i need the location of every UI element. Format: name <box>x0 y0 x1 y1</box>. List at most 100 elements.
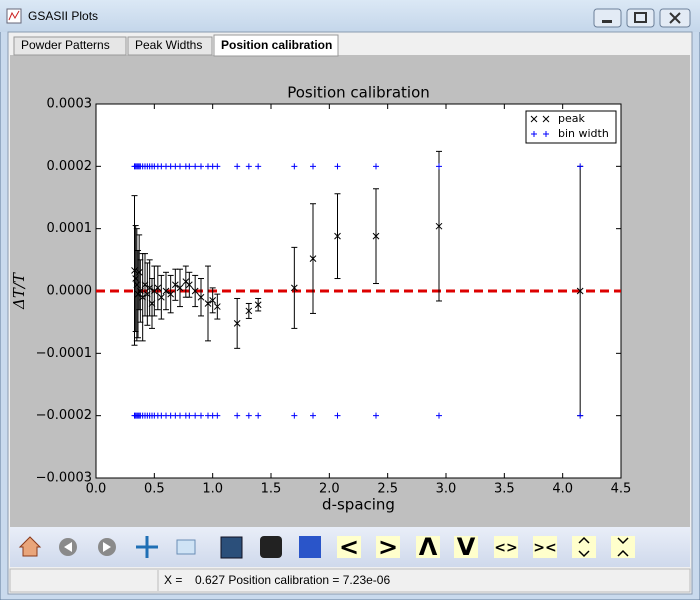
home-button[interactable] <box>18 536 42 557</box>
peak-marker <box>197 293 205 301</box>
legend <box>525 110 617 144</box>
help-button[interactable] <box>299 536 321 558</box>
bin-width-marker <box>214 412 221 419</box>
toolbar-button[interactable]: > <box>376 533 400 561</box>
marker-glyph <box>176 284 184 292</box>
key-button[interactable] <box>260 536 282 558</box>
bin-width-marker <box>577 163 584 170</box>
marker-glyph <box>543 131 549 137</box>
marker-glyph <box>192 412 199 419</box>
toolbar-button-bg <box>337 536 361 558</box>
title-bar <box>0 0 700 32</box>
toolbar-button-bg <box>454 536 478 558</box>
toolbar-button[interactable]: V <box>454 533 478 561</box>
bin-width-marker <box>436 412 442 419</box>
tab-background <box>127 36 213 56</box>
y-tick-label: 0.0003 <box>47 97 93 112</box>
bin-width-marker <box>186 412 193 419</box>
marker-glyph <box>373 163 379 170</box>
toolbar-button[interactable]: >< <box>533 536 557 558</box>
window-title: GSASII Plots <box>28 9 98 23</box>
marker-glyph <box>214 163 221 170</box>
bin-width-marker <box>214 163 221 170</box>
configure-button[interactable] <box>176 539 196 555</box>
tab[interactable]: Position calibration <box>213 34 339 57</box>
marker-glyph <box>310 163 316 170</box>
save-button[interactable] <box>220 536 243 559</box>
x-tick-label: 0.5 <box>144 482 165 497</box>
bin-width-marker <box>177 412 183 419</box>
close-icon <box>669 12 681 24</box>
peak-marker <box>245 307 253 315</box>
bin-width-marker <box>255 163 262 170</box>
legend-marker <box>530 115 538 123</box>
tab[interactable]: Peak Widths <box>127 36 213 56</box>
bin-width-marker <box>310 163 316 170</box>
bin-width-marker <box>334 163 341 170</box>
marker-glyph <box>436 412 442 419</box>
bin-width-marker <box>291 412 298 419</box>
marker-glyph <box>245 412 252 419</box>
marker-glyph <box>436 163 442 170</box>
bin-width-marker <box>186 163 193 170</box>
bin-width-marker <box>577 412 584 419</box>
bin-width-marker <box>310 412 316 419</box>
window-buttons[interactable] <box>593 8 691 28</box>
toolbar-button[interactable]: Λ <box>416 533 440 561</box>
peak-marker <box>167 290 175 298</box>
back-arrow <box>64 542 72 552</box>
peak-marker <box>204 300 212 307</box>
marker-glyph <box>204 300 212 307</box>
y-tick-label: 0.0002 <box>47 159 93 174</box>
peak-marker <box>154 284 162 292</box>
peak-marker <box>157 293 165 301</box>
marker-glyph <box>542 115 550 123</box>
x-tick-label: 1.5 <box>261 482 282 497</box>
peak-marker <box>372 232 380 240</box>
marker-glyph <box>234 163 241 170</box>
marker-glyph <box>245 163 252 170</box>
toolbar-button[interactable] <box>572 536 596 558</box>
x-tick-label: 3.5 <box>494 482 515 497</box>
legend-label: peak <box>558 112 585 125</box>
toolbar-button[interactable]: < <box>337 533 361 561</box>
tab-label: Powder Patterns <box>21 38 110 52</box>
peak-marker <box>233 320 241 327</box>
marker-glyph <box>291 412 298 419</box>
marker-glyph <box>167 290 175 298</box>
marker-glyph <box>191 287 199 295</box>
marker-glyph <box>577 163 584 170</box>
forward-arrow <box>103 542 111 552</box>
marker-glyph <box>309 255 317 262</box>
app-icon-graph <box>8 10 20 21</box>
marker-glyph <box>576 287 584 295</box>
x-tick-label: 3.0 <box>436 482 457 497</box>
toolbar-button[interactable] <box>611 536 635 558</box>
peak-marker <box>334 232 341 240</box>
x-tick-label: 2.5 <box>377 482 398 497</box>
tab-background <box>13 36 127 56</box>
tab[interactable]: Powder Patterns <box>13 36 127 56</box>
marker-glyph <box>310 412 316 419</box>
marker-glyph <box>177 163 183 170</box>
toolbar-button[interactable]: <> <box>494 536 518 558</box>
marker-glyph <box>372 232 380 240</box>
bin-width-marker <box>334 412 341 419</box>
peak-marker <box>576 287 584 295</box>
y-tick-label: −0.0002 <box>36 408 92 423</box>
peak-marker <box>290 284 298 292</box>
bin-width-marker <box>234 163 241 170</box>
maximize-button[interactable] <box>626 8 655 28</box>
marker-glyph <box>334 412 341 419</box>
chart-title: Position calibration <box>287 84 430 102</box>
toolbar-button-label: < <box>339 533 359 561</box>
marker-glyph <box>334 232 341 240</box>
marker-glyph <box>209 296 217 304</box>
legend-marker <box>542 115 550 123</box>
pan-button[interactable] <box>136 536 158 558</box>
toolbar-button-label: >< <box>533 540 556 556</box>
toolbar-button-bg <box>533 536 557 558</box>
minimize-button[interactable] <box>593 8 622 28</box>
maximize-icon <box>634 12 647 23</box>
